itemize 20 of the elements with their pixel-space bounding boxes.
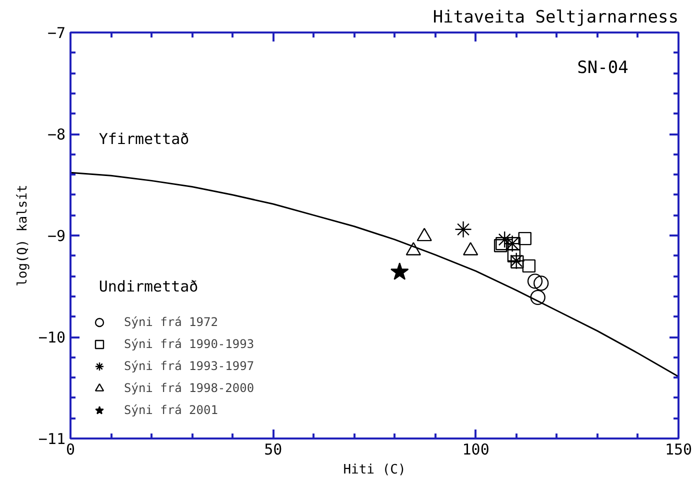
annotation: SN-04: [577, 58, 628, 78]
x-tick-label: 0: [66, 440, 76, 458]
y-tick-label: −7: [47, 24, 66, 42]
annotation: Undirmettað: [98, 277, 198, 296]
y-tick-label: −9: [47, 227, 66, 245]
annotation: Yfirmettað: [98, 130, 190, 148]
x-axis-title: Hiti (C): [343, 462, 406, 478]
legend-label: Sýni frá 1998-2000: [124, 381, 254, 395]
legend-label: Sýni frá 2001: [124, 403, 218, 417]
y-axis-title: log(Q) kalsít: [15, 184, 30, 286]
legend-label: Sýni frá 1993-1997: [124, 359, 254, 373]
y-tick-label: −10: [38, 328, 66, 346]
chart-title: Hitaveita Seltjarnarness: [432, 8, 679, 28]
legend-label: Sýni frá 1990-1993: [124, 337, 254, 351]
x-tick-label: 100: [462, 440, 490, 458]
x-tick-label: 50: [264, 440, 282, 458]
y-tick-label: −8: [47, 126, 66, 144]
y-tick-label: −11: [38, 430, 66, 448]
x-tick-label: 150: [664, 440, 692, 458]
legend-label: Sýni frá 1972: [124, 315, 218, 329]
